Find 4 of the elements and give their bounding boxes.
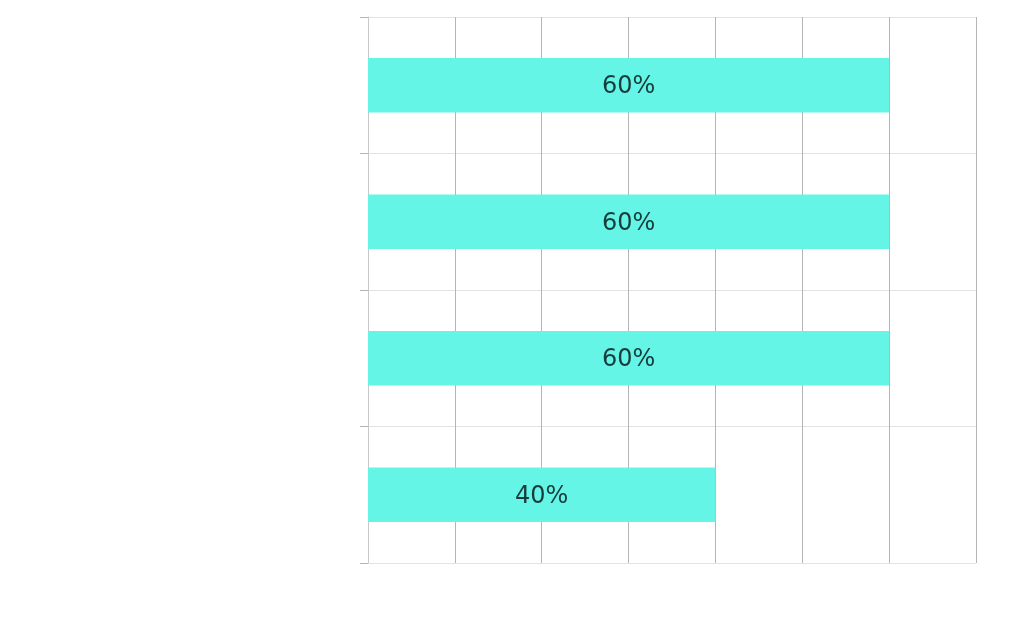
- data-label: 60%: [601, 71, 656, 100]
- data-label: 60%: [601, 344, 656, 373]
- data-label: 40%: [515, 480, 569, 509]
- data-label: 60%: [601, 207, 656, 236]
